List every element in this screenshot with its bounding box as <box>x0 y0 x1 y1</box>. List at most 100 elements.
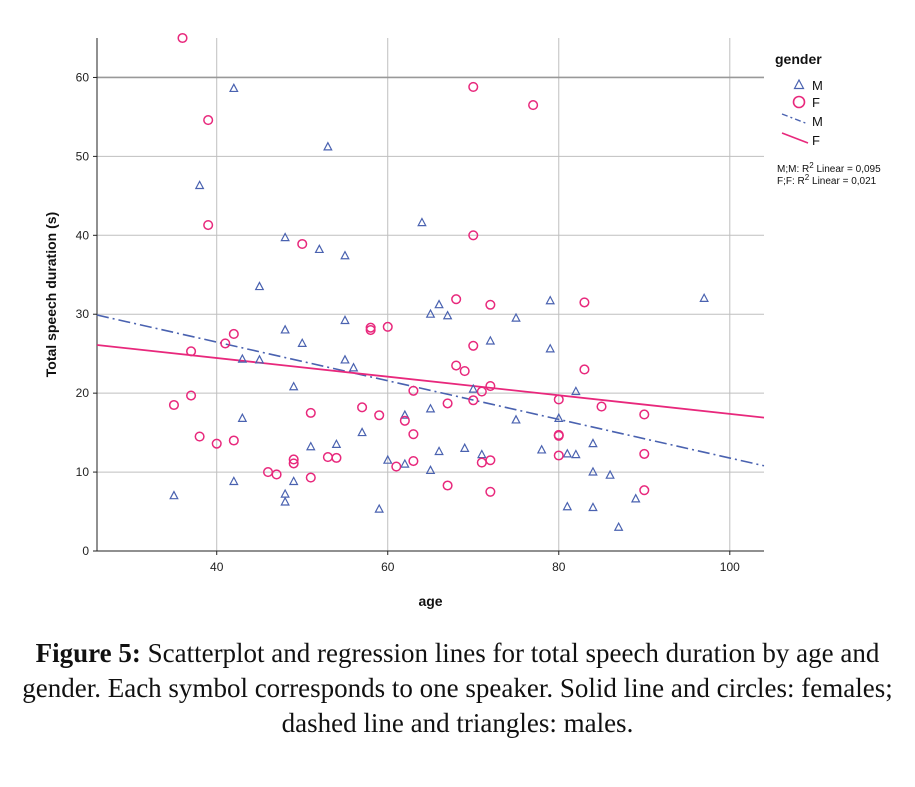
point-m <box>553 412 564 422</box>
point-f <box>322 452 333 463</box>
legend-label-f-line: F <box>812 133 820 148</box>
point-m <box>280 232 290 242</box>
point-m <box>340 354 350 364</box>
point-m <box>400 458 410 468</box>
point-m <box>288 381 299 391</box>
x-tick-label: 60 <box>381 560 395 574</box>
point-m <box>468 383 479 393</box>
y-tick-label: 50 <box>76 149 90 163</box>
point-m <box>485 335 496 345</box>
point-f <box>271 469 282 480</box>
legend-label-f-marker: F <box>812 95 820 110</box>
point-f <box>476 457 487 468</box>
point-m <box>348 362 359 372</box>
legend-line-m <box>781 113 809 125</box>
r2-annotation: M;M: R2 Linear = 0,095 <box>777 161 881 175</box>
point-m <box>630 493 641 503</box>
point-f <box>442 398 453 409</box>
y-tick-label: 20 <box>76 386 90 400</box>
point-m <box>434 446 444 456</box>
point-m <box>605 469 615 479</box>
point-f <box>382 321 393 332</box>
point-f <box>476 386 487 397</box>
point-f <box>228 435 239 446</box>
point-m <box>588 466 598 476</box>
legend-label-m-line: M <box>812 114 823 129</box>
point-f <box>468 395 479 406</box>
point-m <box>340 250 350 260</box>
point-m <box>237 412 248 422</box>
r2-annotation: F;F: R2 Linear = 0,021 <box>777 173 877 187</box>
point-f <box>211 438 222 449</box>
point-m <box>545 343 555 353</box>
point-m <box>477 449 487 459</box>
point-f <box>186 346 197 357</box>
point-f <box>528 100 539 111</box>
point-f <box>357 402 368 413</box>
point-m <box>425 465 436 475</box>
point-m <box>442 310 453 320</box>
point-m <box>297 337 308 347</box>
point-f <box>331 452 342 463</box>
point-f <box>639 409 650 420</box>
point-f <box>168 399 180 411</box>
y-tick-label: 60 <box>76 70 90 84</box>
point-m <box>169 490 179 500</box>
point-f <box>485 455 496 466</box>
point-f <box>288 458 299 469</box>
point-m <box>288 476 299 486</box>
point-f <box>451 360 462 371</box>
point-m <box>536 444 547 454</box>
x-tick-label: 100 <box>720 560 740 574</box>
point-f <box>408 455 419 467</box>
point-m <box>237 353 248 363</box>
point-m <box>280 324 290 334</box>
point-m <box>254 281 265 291</box>
chart-area: 0 10 20 30 40 50 60 40 60 80 100 age Total speech du… <box>43 32 881 609</box>
point-f <box>297 238 308 250</box>
y-tick-label: 10 <box>76 465 90 479</box>
point-m <box>571 386 581 396</box>
point-m <box>511 312 521 322</box>
point-f <box>485 299 496 310</box>
regression-line-f <box>96 344 765 419</box>
regression-line-m <box>96 314 765 467</box>
point-m <box>417 217 427 227</box>
x-axis-title: age <box>418 593 442 609</box>
legend-marker-f <box>792 95 806 109</box>
point-f <box>459 366 470 377</box>
point-m <box>562 501 573 511</box>
point-f <box>177 32 188 44</box>
point-f <box>639 448 650 459</box>
point-m <box>588 438 598 448</box>
point-m <box>425 308 436 318</box>
point-m <box>331 438 342 448</box>
point-f <box>203 219 214 231</box>
point-m <box>229 83 239 93</box>
point-m <box>194 180 205 190</box>
point-f <box>468 230 479 241</box>
point-f <box>186 390 197 401</box>
point-m <box>511 414 521 424</box>
legend-line-f <box>781 132 809 144</box>
point-m <box>374 503 384 513</box>
point-f <box>442 480 453 491</box>
point-m <box>545 295 555 305</box>
point-f <box>579 364 590 375</box>
point-m <box>229 476 239 486</box>
point-m <box>340 315 350 325</box>
point-m <box>613 521 624 531</box>
point-m <box>562 448 573 458</box>
point-m <box>459 442 470 452</box>
point-m <box>254 354 265 364</box>
caption-text: Scatterplot and regression lines for tot… <box>22 638 893 738</box>
point-f <box>596 401 607 412</box>
point-f <box>553 430 564 441</box>
point-f <box>468 340 479 351</box>
point-m <box>588 502 598 512</box>
legend-title: gender <box>775 51 822 67</box>
y-tick-label: 40 <box>76 228 90 242</box>
point-f <box>220 338 231 349</box>
point-f <box>408 429 419 440</box>
point-m <box>306 441 316 451</box>
